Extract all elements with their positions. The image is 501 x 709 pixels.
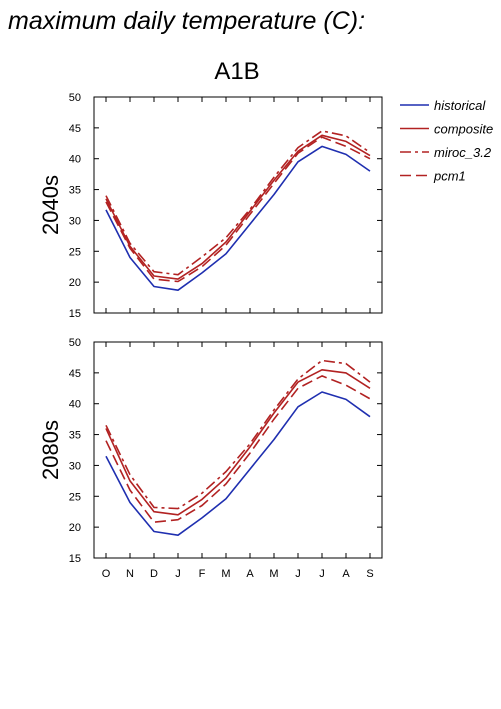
page-title: maximum daily temperature (C):	[8, 7, 366, 35]
legend-label: composite	[434, 122, 493, 137]
legend-item-pcm1: pcm1	[400, 169, 466, 184]
y-tick-label: 25	[69, 246, 81, 258]
y-tick-label: 15	[69, 553, 81, 565]
y-tick-label: 25	[69, 491, 81, 503]
legend-item-historical: historical	[400, 98, 486, 113]
legend-item-composite: composite	[400, 122, 493, 137]
y-tick-label: 30	[69, 215, 81, 227]
panel-2080s: 15 20 25 30 35 40 45 50 O N D J F M A M J J A S 2080s	[38, 337, 383, 580]
y-tick-label: 50	[69, 337, 81, 349]
x-tick-label: A	[342, 568, 350, 580]
y-tick-label: 45	[69, 123, 81, 135]
series-line-miroc-3-2	[105, 130, 371, 276]
x-tick-label: M	[221, 568, 230, 580]
legend-item-miroc-3-2: miroc_3.2	[400, 145, 492, 160]
y-tick-label: 30	[69, 460, 81, 472]
plot-frame	[93, 96, 383, 314]
y-tick-label: 20	[69, 522, 81, 534]
series-line-historical	[105, 391, 371, 537]
x-tick-label: A	[246, 568, 254, 580]
series-line-pcm1	[105, 375, 371, 524]
y-tick-label: 40	[69, 399, 81, 411]
legend-label: pcm1	[433, 169, 466, 184]
x-tick-label: F	[199, 568, 206, 580]
x-tick-label: S	[366, 568, 373, 580]
x-tick-label: J	[295, 568, 301, 580]
y-tick-label: 40	[69, 154, 81, 166]
panels-layer: 15 20 25 30 35 40 45 50 2040s 15 20 25 30 35 40 45 50 O N D…	[38, 92, 383, 580]
panel-2040s: 15 20 25 30 35 40 45 50 2040s	[38, 92, 383, 320]
period-label-2040s: 2040s	[38, 175, 63, 235]
y-tick-label: 20	[69, 277, 81, 289]
series-line-composite	[105, 134, 371, 280]
series-line-miroc-3-2	[105, 359, 371, 510]
legend: historical composite miroc_3.2 pcm1	[400, 98, 493, 184]
y-tick-label: 15	[69, 308, 81, 320]
x-tick-label: N	[126, 568, 134, 580]
series-line-composite	[105, 368, 371, 516]
series-line-historical	[105, 145, 371, 292]
scenario-label: A1B	[214, 58, 259, 85]
x-tick-label: D	[150, 568, 158, 580]
plot-frame	[93, 341, 383, 559]
legend-label: miroc_3.2	[434, 145, 492, 160]
x-tick-label: M	[269, 568, 278, 580]
y-tick-label: 35	[69, 430, 81, 442]
y-tick-label: 50	[69, 92, 81, 104]
series-line-pcm1	[105, 136, 371, 283]
x-tick-label: J	[175, 568, 181, 580]
y-tick-label: 35	[69, 185, 81, 197]
x-tick-label: J	[319, 568, 325, 580]
y-tick-label: 45	[69, 368, 81, 380]
legend-label: historical	[434, 98, 486, 113]
x-tick-label: O	[102, 568, 111, 580]
period-label-2080s: 2080s	[38, 420, 63, 480]
